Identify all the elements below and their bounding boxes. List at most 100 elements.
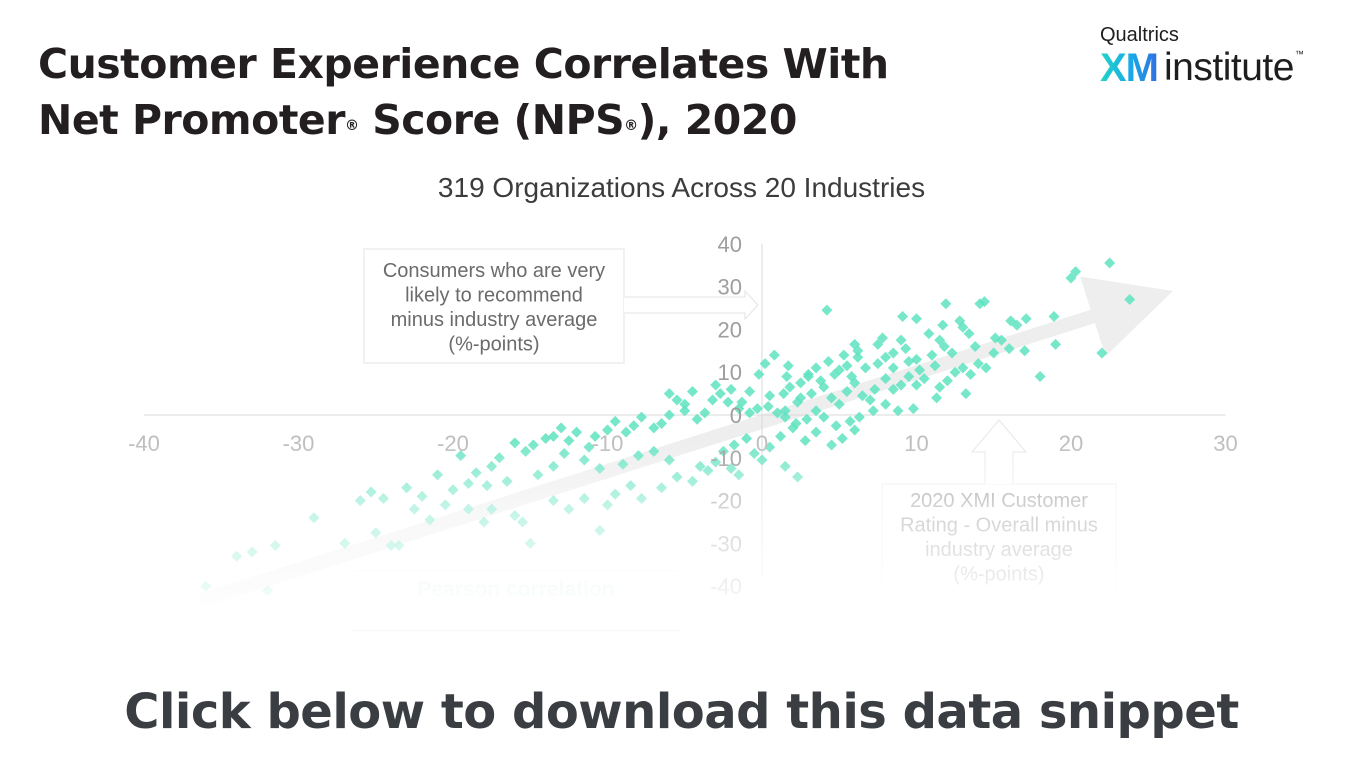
data-point bbox=[781, 370, 793, 382]
data-point bbox=[1104, 257, 1116, 269]
data-point bbox=[900, 343, 912, 355]
data-point bbox=[856, 390, 868, 402]
data-point bbox=[805, 388, 817, 400]
data-point bbox=[972, 358, 984, 370]
data-point bbox=[663, 388, 675, 400]
data-point bbox=[679, 398, 691, 410]
data-point bbox=[867, 405, 879, 417]
data-point bbox=[1020, 313, 1032, 325]
data-point bbox=[946, 347, 958, 359]
data-point bbox=[759, 358, 771, 370]
y-label-line: (%-points) bbox=[448, 334, 539, 356]
data-point bbox=[846, 370, 858, 382]
data-point bbox=[860, 362, 872, 374]
data-point bbox=[940, 298, 952, 310]
data-point bbox=[751, 403, 763, 415]
data-point bbox=[810, 362, 822, 374]
data-point bbox=[744, 385, 756, 397]
logo-institute: institute bbox=[1164, 46, 1294, 89]
registered-mark: ® bbox=[344, 118, 359, 134]
data-point bbox=[903, 370, 915, 382]
data-point bbox=[779, 405, 791, 417]
data-point bbox=[907, 403, 919, 415]
title-line-1: Customer Experience Correlates With bbox=[38, 40, 889, 88]
data-point bbox=[929, 360, 941, 372]
data-point bbox=[771, 407, 783, 419]
data-point bbox=[918, 373, 930, 385]
y-label-line: Consumers who are very bbox=[383, 260, 605, 282]
data-point bbox=[887, 362, 899, 374]
data-point bbox=[965, 368, 977, 380]
data-point bbox=[938, 341, 950, 353]
data-point bbox=[841, 385, 853, 397]
logo-brand: Qualtrics bbox=[1100, 24, 1179, 46]
data-point bbox=[609, 415, 621, 427]
data-point bbox=[864, 394, 876, 406]
data-point bbox=[880, 398, 892, 410]
data-point bbox=[934, 381, 946, 393]
data-point bbox=[691, 413, 703, 425]
y-tick-label: 30 bbox=[718, 275, 742, 300]
data-point bbox=[628, 420, 640, 432]
data-point bbox=[1096, 347, 1108, 359]
data-point bbox=[833, 364, 845, 376]
data-point bbox=[895, 379, 907, 391]
data-point bbox=[802, 370, 814, 382]
data-point bbox=[880, 351, 892, 363]
data-point bbox=[1034, 370, 1046, 382]
data-point bbox=[787, 422, 799, 434]
data-point bbox=[923, 328, 935, 340]
download-cta[interactable]: Click below to download this data snippe… bbox=[124, 684, 1239, 740]
title-line-2: Net Promoter® Score (NPS®), 2020 bbox=[38, 92, 889, 148]
y-tick-label: 40 bbox=[718, 232, 742, 257]
data-point bbox=[892, 405, 904, 417]
logo-xm: XM bbox=[1100, 46, 1159, 90]
y-label-line: minus industry average bbox=[391, 309, 598, 331]
data-point bbox=[974, 298, 986, 310]
data-point bbox=[679, 405, 691, 417]
data-point bbox=[555, 422, 567, 434]
data-point bbox=[1019, 345, 1031, 357]
data-point bbox=[710, 379, 722, 391]
data-point bbox=[841, 360, 853, 372]
data-point bbox=[931, 392, 943, 404]
data-point bbox=[838, 349, 850, 361]
data-point bbox=[821, 304, 833, 316]
qualtrics-xm-institute-logo: Qualtrics XM institute ™ bbox=[1100, 24, 1304, 88]
data-point bbox=[897, 311, 909, 323]
data-point bbox=[960, 388, 972, 400]
data-point bbox=[833, 398, 845, 410]
data-point bbox=[744, 407, 756, 419]
data-point bbox=[782, 360, 794, 372]
chart-title: 319 Organizations Across 20 Industries bbox=[437, 172, 926, 203]
data-point bbox=[722, 396, 734, 408]
data-point bbox=[779, 411, 791, 423]
data-point bbox=[810, 405, 822, 417]
data-point bbox=[620, 426, 632, 438]
data-point bbox=[815, 375, 827, 387]
data-point bbox=[869, 383, 881, 395]
data-point bbox=[911, 353, 922, 365]
data-point bbox=[877, 332, 889, 344]
data-point bbox=[1065, 272, 1077, 284]
data-point bbox=[648, 422, 660, 434]
data-point bbox=[934, 334, 946, 346]
data-point bbox=[775, 430, 787, 442]
y-label-line: likely to recommend bbox=[405, 285, 583, 307]
data-point bbox=[810, 426, 822, 438]
data-point bbox=[801, 413, 813, 425]
data-point bbox=[941, 375, 953, 387]
data-point bbox=[887, 347, 899, 359]
data-point bbox=[880, 373, 892, 385]
data-point bbox=[1124, 293, 1136, 305]
data-point bbox=[736, 396, 748, 408]
data-point bbox=[844, 415, 856, 427]
page-title: Customer Experience Correlates With Net … bbox=[38, 36, 889, 148]
data-point bbox=[686, 385, 698, 397]
data-point bbox=[895, 334, 907, 346]
data-point bbox=[995, 334, 1007, 346]
y-tick-label: 20 bbox=[718, 317, 742, 342]
data-point bbox=[784, 381, 796, 393]
data-point bbox=[826, 392, 838, 404]
